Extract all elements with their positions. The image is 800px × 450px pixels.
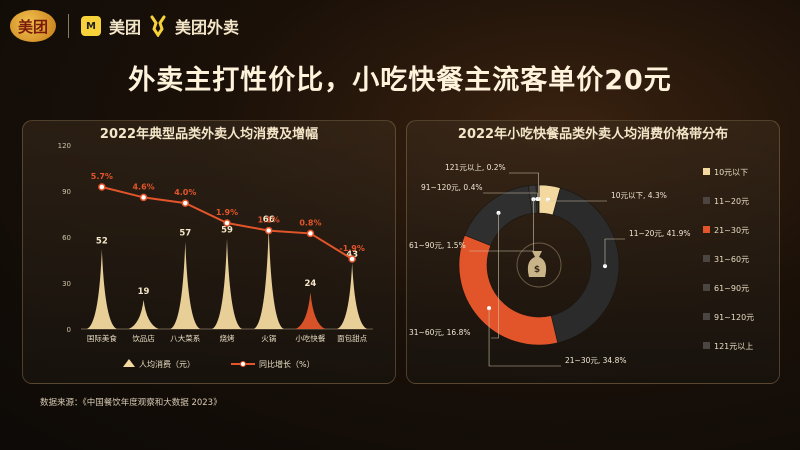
growth-value-label: -1.9%	[339, 244, 365, 253]
left-chart-panel: 2022年典型品类外卖人均消费及增幅 0 30 60 90 120 52 国际美食 19 饮品店…	[22, 120, 396, 384]
left-chart-title: 2022年典型品类外卖人均消费及增幅	[99, 127, 319, 142]
x-tick-label: 八大菜系	[170, 333, 200, 343]
legend-swatch	[703, 313, 710, 320]
legend-swatch	[703, 284, 710, 291]
x-tick-label: 小吃快餐	[295, 333, 325, 343]
legend-line-label: 同比增长（%）	[259, 359, 315, 369]
bar-peak	[86, 249, 117, 329]
growth-point	[306, 229, 315, 238]
bar-value-label: 24	[305, 279, 317, 289]
x-tick-label: 烧烤	[220, 333, 235, 343]
y-tick-label: 60	[62, 234, 71, 242]
currency-symbol: $	[534, 265, 540, 275]
growth-point	[139, 193, 148, 202]
leader-line	[509, 172, 539, 200]
divider	[68, 14, 69, 38]
bar-value-label: 66	[263, 215, 275, 225]
y-tick-label: 30	[62, 280, 71, 288]
growth-value-label: 5.7%	[91, 172, 113, 181]
y-tick-label: 120	[58, 142, 71, 150]
leader-line	[469, 199, 534, 252]
bar-value-label: 43	[346, 250, 358, 260]
meituan-brand: 美团	[109, 18, 142, 37]
legend-bar-label: 人均消费（元）	[139, 359, 195, 369]
legend-label: 11~20元	[714, 197, 749, 206]
bar-value-label: 57	[179, 229, 191, 239]
leader-line	[491, 212, 499, 339]
y-tick-label: 90	[62, 188, 71, 196]
legend-bar-swatch	[123, 359, 135, 367]
growth-point	[264, 226, 273, 235]
leader-line	[488, 308, 561, 367]
slice-label: 91~120元, 0.4%	[421, 183, 482, 192]
slice-label: 11~20元, 41.9%	[629, 229, 690, 238]
bar-value-label: 52	[96, 236, 108, 246]
money-bag-icon	[527, 251, 547, 277]
slice-label: 61~90元, 1.5%	[409, 241, 466, 250]
anniversary-logo: 美团	[10, 10, 56, 42]
growth-value-label: 1.9%	[216, 208, 238, 217]
donut-slice	[458, 234, 559, 346]
bar-peak	[295, 292, 326, 329]
slice-label: 10元以下, 4.3%	[611, 191, 667, 200]
legend-label: 91~120元	[714, 313, 754, 322]
growth-point	[223, 219, 231, 227]
donut-slice	[550, 187, 620, 344]
slice-label: 21~30元, 34.8%	[565, 356, 626, 365]
x-tick-label: 国际美食	[87, 333, 117, 343]
bar-peak	[128, 299, 159, 329]
legend-swatch	[703, 226, 710, 233]
leader-line	[547, 199, 607, 202]
x-tick-label: 火锅	[261, 333, 276, 343]
legend-label: 31~60元	[714, 255, 749, 264]
bar-peak	[337, 263, 368, 329]
growth-point	[98, 183, 106, 191]
legend-swatch	[703, 197, 710, 204]
x-tick-label: 饮品店	[132, 333, 155, 343]
right-chart-panel: 2022年小吃快餐品类外卖人均消费价格带分布 $10元以下, 4.3% 11~20…	[406, 120, 780, 384]
growth-value-label: 0.8%	[299, 218, 321, 227]
right-chart-title: 2022年小吃快餐品类外卖人均消费价格带分布	[457, 127, 729, 142]
legend-line-marker	[240, 361, 246, 367]
x-tick-label: 面包甜点	[337, 333, 367, 343]
meituan-logo-icon: M	[81, 16, 101, 36]
legend-label: 10元以下	[714, 168, 748, 177]
growth-value-label: 4.0%	[174, 188, 196, 197]
bar-peak	[212, 238, 242, 329]
slice-label: 31~60元, 16.8%	[409, 328, 470, 337]
chart-legend: 人均消费（元） 同比增长（%）	[123, 359, 315, 369]
center-icon-ring	[516, 242, 562, 288]
bar-peak	[170, 241, 201, 329]
y-tick-label: 0	[67, 326, 71, 334]
legend-label: 21~30元	[714, 226, 749, 235]
growth-value-label: 1.1%	[258, 216, 280, 225]
legend-swatch	[703, 168, 710, 175]
price-band-donut-chart: $10元以下, 4.3% 11~20元, 41.9% 21~30元, 34.8% 31…	[409, 163, 754, 367]
growth-value-label: 4.6%	[132, 182, 154, 191]
legend-label: 121元以上	[714, 342, 753, 351]
legend-label: 61~90元	[714, 284, 749, 293]
bar-value-label: 59	[221, 226, 233, 236]
slice-label: 121元以上, 0.2%	[445, 163, 506, 172]
bar-peak	[253, 227, 284, 329]
growth-point	[181, 199, 190, 207]
legend-swatch	[703, 255, 710, 262]
kangaroo-icon	[150, 15, 166, 37]
data-source-note: 数据来源：《中国餐饮年度观察和大数据 2023》	[40, 398, 222, 408]
legend-swatch	[703, 342, 710, 349]
leader-line	[604, 238, 625, 267]
page-headline: 外卖主打性价比，小吃快餐主流客单价20元	[128, 65, 672, 96]
bar-value-label: 19	[138, 287, 150, 297]
slice-marker	[536, 197, 541, 202]
brand-bar: 美团 M 美团 美团外卖	[10, 8, 239, 44]
leader-line	[483, 192, 538, 200]
consumption-chart: 0 30 60 90 120 52 国际美食 19 饮品店 57 八大菜系 59 烧烤 66 火锅 24 小吃快…	[58, 142, 373, 369]
growth-point	[348, 255, 356, 263]
waimai-brand: 美团外卖	[175, 18, 240, 37]
